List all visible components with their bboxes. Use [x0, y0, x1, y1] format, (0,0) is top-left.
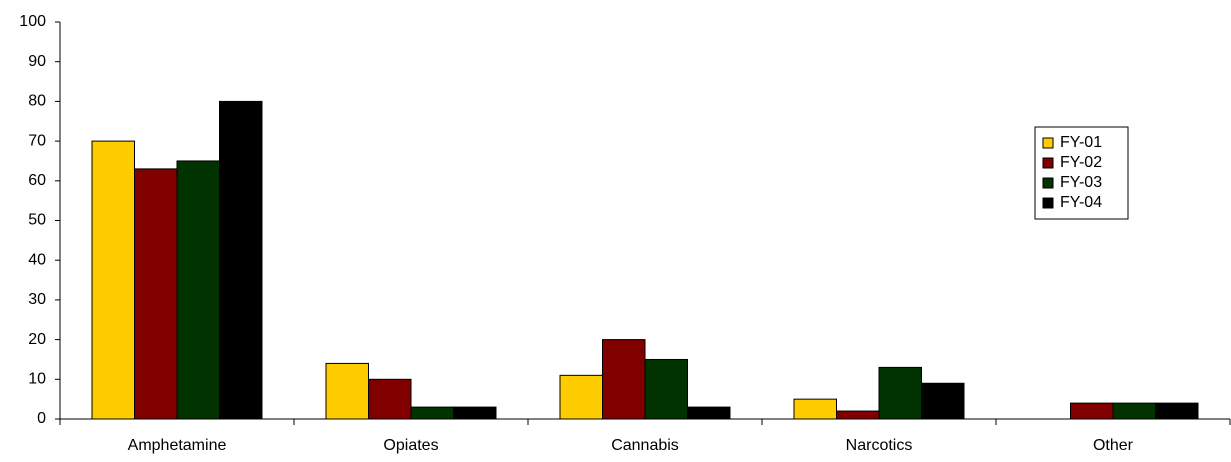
- y-tick-label: 80: [28, 93, 46, 110]
- legend-swatch: [1042, 197, 1054, 209]
- bar: [1112, 402, 1156, 420]
- y-tick-label: 70: [28, 132, 46, 149]
- bar: [687, 406, 731, 420]
- bar: [921, 382, 965, 420]
- bar: [368, 378, 412, 420]
- bar: [602, 339, 646, 420]
- legend-swatch: [1042, 177, 1054, 189]
- x-tick-label: Cannabis: [611, 437, 679, 454]
- bar: [325, 362, 369, 420]
- bar: [836, 410, 880, 420]
- y-tick-label: 40: [28, 251, 46, 268]
- legend-label: FY-02: [1060, 154, 1102, 171]
- legend-swatch: [1042, 157, 1054, 169]
- bar: [1070, 402, 1114, 420]
- bar: [793, 398, 837, 420]
- x-tick-label: Narcotics: [846, 437, 913, 454]
- bar: [559, 374, 603, 420]
- y-tick-label: 0: [37, 410, 46, 427]
- bar: [410, 406, 454, 420]
- x-tick-label: Other: [1093, 437, 1134, 454]
- bar: [91, 140, 135, 420]
- legend-label: FY-01: [1060, 134, 1102, 151]
- legend-swatch: [1042, 137, 1054, 149]
- bar: [134, 168, 178, 420]
- y-tick-label: 10: [28, 371, 46, 388]
- y-tick-label: 20: [28, 331, 46, 348]
- bar: [219, 100, 263, 420]
- bar: [1155, 402, 1199, 420]
- bar: [176, 160, 220, 420]
- y-tick-label: 50: [28, 212, 46, 229]
- x-tick-label: Opiates: [383, 437, 438, 454]
- bar: [644, 358, 688, 420]
- y-tick-label: 30: [28, 291, 46, 308]
- bar: [878, 366, 922, 420]
- y-tick-label: 90: [28, 53, 46, 70]
- legend-label: FY-04: [1060, 194, 1102, 211]
- bar: [453, 406, 497, 420]
- x-tick-label: Amphetamine: [128, 437, 227, 454]
- y-tick-label: 60: [28, 172, 46, 189]
- legend-label: FY-03: [1060, 174, 1102, 191]
- y-tick-label: 100: [19, 13, 46, 30]
